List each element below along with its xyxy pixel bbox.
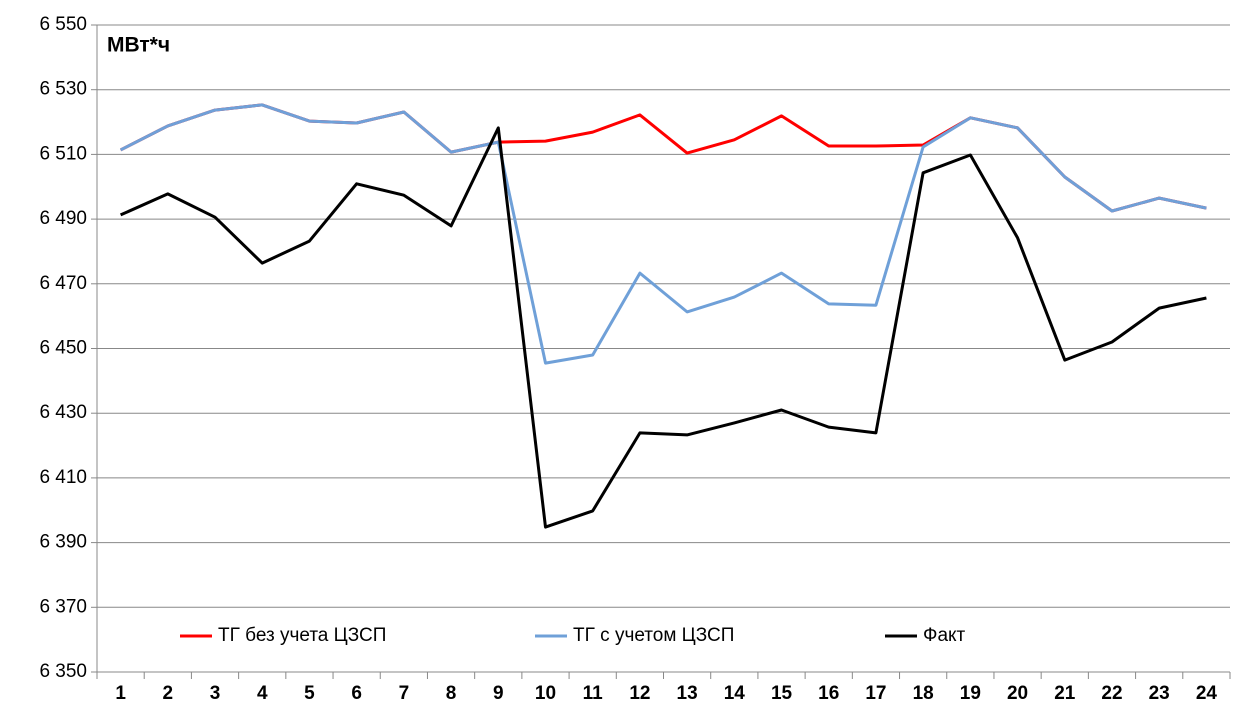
y-tick-label: 6 530 (39, 79, 87, 100)
x-tick-label: 2 (163, 683, 174, 704)
y-tick-label: 6 510 (39, 143, 87, 164)
x-tick-label: 16 (818, 683, 839, 704)
legend-label: ТГ с учетом ЦЗСП (573, 625, 734, 646)
x-tick-label: 4 (257, 683, 268, 704)
y-tick-label: 6 410 (39, 467, 87, 488)
y-tick-label: 6 390 (39, 532, 87, 553)
x-tick-label: 7 (399, 683, 410, 704)
x-tick-label: 10 (535, 683, 556, 704)
x-tick-label: 6 (351, 683, 362, 704)
x-tick-label: 5 (304, 683, 315, 704)
y-tick-label: 6 550 (39, 14, 87, 35)
x-tick-label: 15 (771, 683, 793, 704)
x-tick-label: 18 (913, 683, 934, 704)
legend-label: ТГ без учета ЦЗСП (218, 625, 386, 646)
y-tick-label: 6 370 (39, 596, 87, 617)
x-tick-label: 14 (724, 683, 746, 704)
legend-label: Факт (923, 625, 966, 646)
x-tick-label: 3 (210, 683, 221, 704)
y-tick-label: 6 430 (39, 402, 87, 423)
y-tick-label: 6 470 (39, 273, 87, 294)
y-tick-label: 6 490 (39, 208, 87, 229)
x-tick-label: 22 (1101, 683, 1122, 704)
x-tick-label: 19 (960, 683, 981, 704)
series-line (119, 103, 1207, 213)
x-tick-label: 1 (115, 683, 126, 704)
x-tick-label: 9 (493, 683, 504, 704)
x-tick-label: 21 (1054, 683, 1076, 704)
y-axis-label: МВт*ч (107, 34, 170, 57)
y-tick-label: 6 350 (39, 661, 87, 682)
x-tick-label: 13 (677, 683, 698, 704)
x-tick-label: 12 (629, 683, 650, 704)
x-tick-label: 17 (865, 683, 886, 704)
x-tick-label: 24 (1196, 683, 1218, 704)
series-line (119, 103, 1207, 365)
x-tick-label: 8 (446, 683, 457, 704)
x-tick-label: 23 (1149, 683, 1170, 704)
y-tick-label: 6 450 (39, 338, 87, 359)
x-tick-label: 11 (583, 683, 604, 704)
series-line (119, 126, 1207, 529)
x-tick-label: 20 (1007, 683, 1028, 704)
